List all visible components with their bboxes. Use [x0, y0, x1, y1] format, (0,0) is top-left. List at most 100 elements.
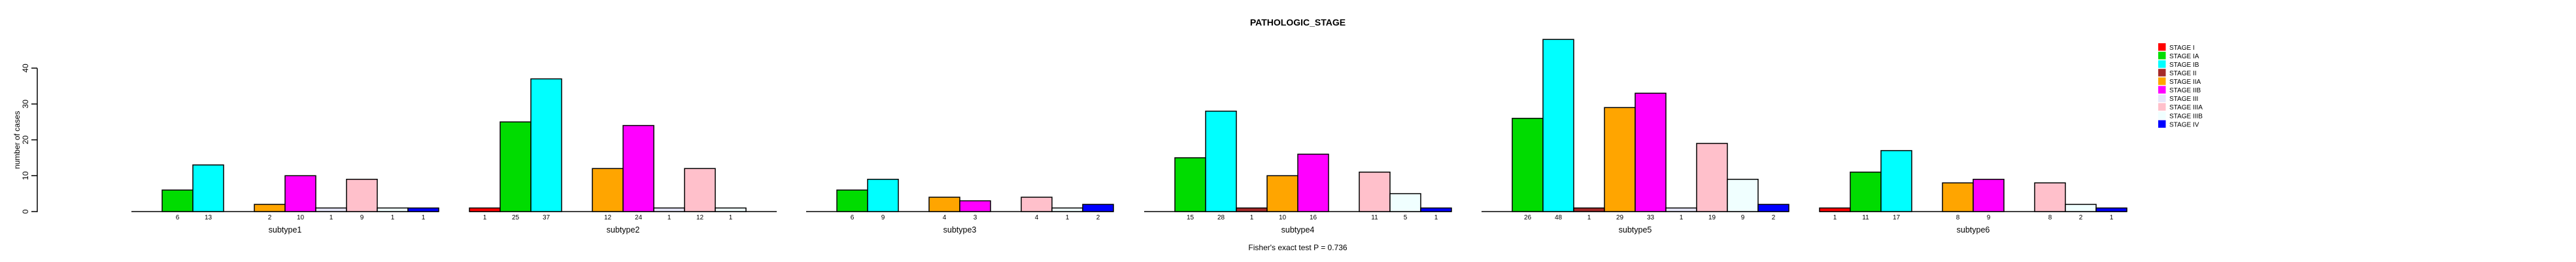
legend-label: STAGE IIB	[2169, 87, 2201, 94]
bar	[1051, 207, 1083, 212]
legend-label: STAGE I	[2169, 45, 2195, 52]
bar	[1819, 207, 1851, 212]
y-axis-tick-label: 40	[21, 64, 30, 73]
bar	[377, 207, 409, 212]
bar-count-label: 6	[176, 214, 180, 221]
y-axis-tick-label: 0	[21, 209, 30, 214]
bar	[1389, 193, 1421, 212]
bar	[1942, 182, 1974, 212]
bar	[346, 178, 378, 212]
bar-count-label: 1	[1833, 214, 1837, 221]
bar-count-label: 12	[604, 214, 612, 221]
bar-count-label: 1	[1680, 214, 1684, 221]
bar	[1727, 178, 1759, 212]
bar-count-label: 1	[1587, 214, 1591, 221]
bar	[1573, 207, 1605, 212]
legend-swatch	[2158, 52, 2166, 60]
bar-count-label: 28	[1217, 214, 1225, 221]
legend-swatch	[2158, 60, 2166, 68]
bar	[1973, 178, 2005, 212]
bar-count-label: 1	[729, 214, 733, 221]
bar	[254, 204, 286, 212]
bar	[284, 175, 316, 212]
bar-count-label: 24	[635, 214, 643, 221]
bar	[592, 168, 624, 212]
bar-count-label: 33	[1647, 214, 1655, 221]
bar	[1082, 204, 1114, 212]
bar-count-label: 2	[2079, 214, 2083, 221]
legend-label: STAGE IIIB	[2169, 113, 2203, 120]
bar	[2095, 207, 2127, 212]
bar	[867, 178, 899, 212]
bar-count-label: 1	[422, 214, 426, 221]
legend-swatch	[2158, 86, 2166, 94]
x-axis-category-label: subtype5	[1619, 225, 1652, 234]
bar	[1665, 207, 1697, 212]
bar-count-label: 17	[1893, 214, 1901, 221]
bar-count-label: 10	[297, 214, 305, 221]
bar-count-label: 9	[881, 214, 885, 221]
y-axis-tick-label: 30	[21, 100, 30, 109]
bar-count-label: 19	[1708, 214, 1716, 221]
bar	[1236, 207, 1268, 212]
bar-count-label: 1	[668, 214, 671, 221]
bar-count-label: 1	[330, 214, 333, 221]
x-axis-category-label: subtype1	[269, 225, 302, 234]
bar-count-label: 9	[1741, 214, 1745, 221]
legend-swatch	[2158, 69, 2166, 77]
legend-label: STAGE IA	[2169, 53, 2199, 60]
bar-count-label: 6	[851, 214, 855, 221]
bar	[959, 200, 991, 212]
legend-swatch	[2158, 120, 2166, 128]
bar-count-label: 4	[943, 214, 947, 221]
bar	[1021, 196, 1053, 212]
bar	[715, 207, 747, 212]
bar-count-label: 9	[1987, 214, 1991, 221]
bar-count-label: 29	[1616, 214, 1624, 221]
bar-count-label: 48	[1555, 214, 1563, 221]
bar-count-label: 1	[391, 214, 395, 221]
fisher-test-caption: Fisher's exact test P = 0.736	[1248, 243, 1347, 252]
x-axis-category-label: subtype6	[1957, 225, 1990, 234]
bar-count-label: 1	[1434, 214, 1438, 221]
bar	[192, 164, 224, 212]
bar	[1512, 117, 1544, 212]
bar-count-label: 11	[1862, 214, 1869, 221]
bar	[315, 207, 347, 212]
bar	[1635, 92, 1667, 212]
bar-count-label: 26	[1524, 214, 1532, 221]
bar	[1696, 143, 1728, 212]
bar	[500, 121, 532, 212]
bar-count-label: 13	[205, 214, 212, 221]
bar	[1266, 175, 1298, 212]
bar	[836, 189, 868, 212]
bar-count-label: 1	[1066, 214, 1070, 221]
x-axis-category-label: subtype4	[1281, 225, 1315, 234]
legend-label: STAGE IIIA	[2169, 104, 2203, 111]
legend-swatch	[2158, 103, 2166, 111]
bar	[1205, 110, 1237, 212]
bar-count-label: 8	[2048, 214, 2052, 221]
bar-count-label: 12	[696, 214, 704, 221]
y-axis-title: number of cases	[12, 111, 22, 169]
bar	[1174, 157, 1206, 212]
legend-label: STAGE IB	[2169, 62, 2199, 69]
bar-count-label: 8	[1956, 214, 1960, 221]
legend-label: STAGE IV	[2169, 121, 2199, 128]
bar	[1359, 172, 1391, 212]
bar	[1757, 204, 1789, 212]
legend-swatch	[2158, 94, 2166, 102]
bar-count-label: 9	[360, 214, 364, 221]
bar	[469, 207, 501, 212]
bar-count-label: 11	[1371, 214, 1378, 221]
legend-label: STAGE IIA	[2169, 79, 2201, 86]
chart-title: PATHOLOGIC_STAGE	[1250, 17, 1346, 28]
bar-count-label: 37	[543, 214, 551, 221]
legend-swatch	[2158, 43, 2166, 51]
bar	[1297, 153, 1329, 212]
bar	[2034, 182, 2066, 212]
bar	[530, 78, 562, 212]
legend-label: STAGE II	[2169, 70, 2197, 77]
bar-count-label: 15	[1187, 214, 1195, 221]
